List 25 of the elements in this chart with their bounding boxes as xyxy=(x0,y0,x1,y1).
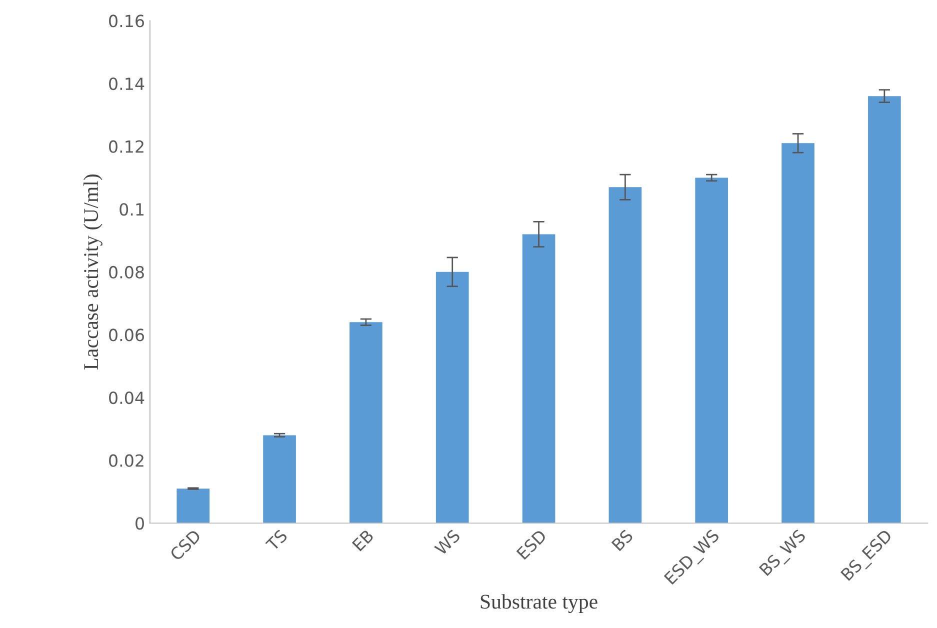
y-tick-label: 0.12 xyxy=(109,140,144,153)
y-tick-label: 0.06 xyxy=(109,328,144,342)
x-tick-label: BS xyxy=(611,528,634,552)
y-tick-label: 0.16 xyxy=(109,14,144,28)
y-tick-label: 0.02 xyxy=(109,454,144,467)
bar xyxy=(263,435,296,524)
bar xyxy=(695,178,728,524)
x-tick-label: EB xyxy=(352,529,374,552)
y-axis-title: Laccase activity (U/ml) xyxy=(83,174,102,370)
bar xyxy=(782,143,814,524)
y-tick-label: 0.1 xyxy=(120,203,144,216)
bar xyxy=(608,187,642,524)
x-tick-label: CSD xyxy=(169,528,202,562)
bar xyxy=(522,234,556,524)
bar xyxy=(436,272,469,524)
bar xyxy=(350,322,382,524)
y-tick-label: 0 xyxy=(136,517,144,530)
y-tick-label: 0.04 xyxy=(109,391,144,404)
x-tick-label: WS xyxy=(434,528,461,556)
y-tick-label: 0.08 xyxy=(109,266,144,278)
x-tick-label: TS xyxy=(265,528,288,552)
bar xyxy=(176,488,210,524)
bar xyxy=(868,96,901,524)
y-tick-label: 0.14 xyxy=(109,77,144,90)
x-axis-title: Substrate type xyxy=(480,594,598,614)
